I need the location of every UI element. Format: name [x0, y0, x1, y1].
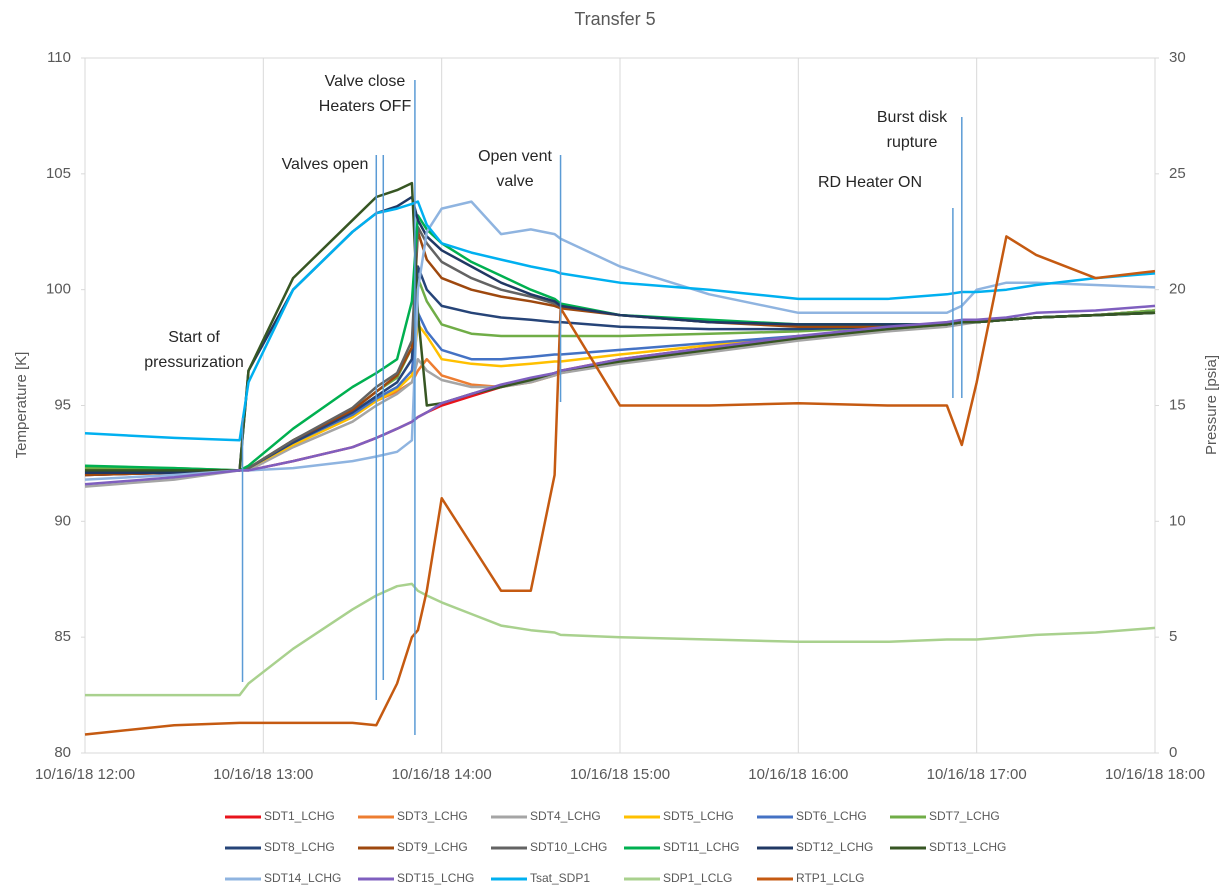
- chart-title: Transfer 5: [574, 9, 655, 29]
- legend-label: SDT7_LCHG: [929, 809, 1000, 823]
- annotation: Valves open: [282, 156, 369, 173]
- series-line: [85, 582, 1156, 697]
- series-line: [85, 181, 1156, 472]
- y-tick-label: 85: [54, 628, 71, 645]
- y2-tick-label: 10: [1169, 512, 1186, 529]
- series-line: [84, 200, 1156, 442]
- annotation: Heaters OFF: [319, 98, 412, 115]
- annotation: RD Heater ON: [818, 174, 922, 191]
- annotation: valve: [496, 173, 533, 190]
- y2-tick-label: 5: [1169, 628, 1177, 645]
- legend-label: SDT15_LCHG: [397, 871, 474, 885]
- y-tick-label: 100: [46, 281, 71, 298]
- legend-label: RTP1_LCLG: [796, 871, 864, 885]
- legend-label: SDT10_LCHG: [530, 840, 607, 854]
- y-tick-label: 90: [54, 512, 71, 529]
- x-tick-label: 10/16/18 14:00: [392, 766, 492, 783]
- legend-label: SDT6_LCHG: [796, 809, 867, 823]
- legend-label: SDT5_LCHG: [663, 809, 734, 823]
- series-line: [84, 235, 1156, 736]
- legend-label: SDT4_LCHG: [530, 809, 601, 823]
- annotation: Valve close: [325, 73, 406, 90]
- y-tick-label: 105: [46, 165, 71, 182]
- y2-tick-label: 30: [1169, 49, 1186, 66]
- annotation: Open vent: [478, 148, 552, 165]
- y2-axis-label: Pressure [psia]: [1203, 355, 1220, 455]
- legend-label: SDT11_LCHG: [663, 840, 739, 854]
- x-tick-label: 10/16/18 15:00: [570, 766, 670, 783]
- x-tick-label: 10/16/18 17:00: [927, 766, 1027, 783]
- x-tick-label: 10/16/18 12:00: [35, 766, 135, 783]
- annotation: Burst disk: [877, 109, 948, 126]
- legend-label: SDT8_LCHG: [264, 840, 335, 854]
- legend-label: Tsat_SDP1: [530, 871, 590, 885]
- legend-label: SDT9_LCHG: [397, 840, 468, 854]
- y2-tick-label: 0: [1169, 744, 1177, 761]
- legend-label: SDT14_LCHG: [264, 871, 341, 885]
- legend-label: SDT1_LCHG: [264, 809, 335, 823]
- annotation: pressurization: [144, 354, 244, 371]
- legend-label: SDP1_LCLG: [663, 871, 732, 885]
- y-axis-label: Temperature [K]: [13, 352, 30, 459]
- y2-tick-label: 20: [1169, 281, 1186, 298]
- y-tick-label: 80: [54, 744, 71, 761]
- series-line: [84, 304, 1156, 486]
- x-tick-label: 10/16/18 13:00: [213, 766, 313, 783]
- y2-tick-label: 15: [1169, 396, 1186, 413]
- y-tick-label: 95: [54, 396, 71, 413]
- legend-label: SDT12_LCHG: [796, 840, 873, 854]
- annotation: Start of: [168, 329, 220, 346]
- x-tick-label: 10/16/18 16:00: [748, 766, 848, 783]
- annotation: rupture: [887, 134, 938, 151]
- x-tick-label: 10/16/18 18:00: [1105, 766, 1205, 783]
- y2-tick-label: 25: [1169, 165, 1186, 182]
- legend-label: SDT3_LCHG: [397, 809, 468, 823]
- y-tick-label: 110: [47, 49, 71, 66]
- legend-label: SDT13_LCHG: [929, 840, 1006, 854]
- series-line: [84, 200, 1156, 481]
